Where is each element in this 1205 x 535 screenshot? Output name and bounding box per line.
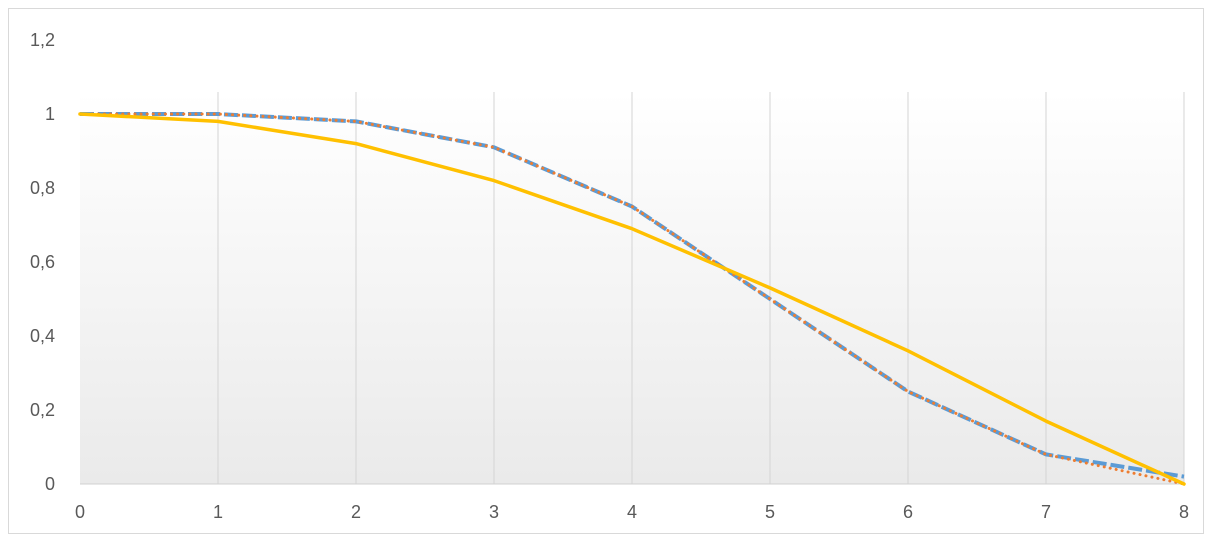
x-tick-label: 4	[627, 502, 637, 522]
x-tick-label: 0	[75, 502, 85, 522]
y-tick-label: 0,4	[30, 326, 55, 346]
y-tick-label: 1	[45, 104, 55, 124]
x-tick-label: 1	[213, 502, 223, 522]
series-line-2	[78, 112, 1186, 486]
y-tick-label: 0,6	[30, 252, 55, 272]
x-tick-label: 7	[1041, 502, 1051, 522]
y-tick-label: 0,2	[30, 400, 55, 420]
series-layer	[78, 112, 1186, 486]
series-line-3	[78, 112, 1186, 486]
y-axis-ticks: 0 0,2 0,4 0,6 0,8 1 1,2	[30, 30, 55, 494]
x-tick-label: 3	[489, 502, 499, 522]
x-axis-ticks: 0 1 2 3 4 5 6 7 8	[75, 502, 1189, 522]
x-tick-label: 5	[765, 502, 775, 522]
x-tick-label: 2	[351, 502, 361, 522]
y-tick-label: 1,2	[30, 30, 55, 50]
x-tick-label: 8	[1179, 502, 1189, 522]
y-tick-label: 0,8	[30, 178, 55, 198]
gridlines	[80, 92, 1185, 485]
x-tick-label: 6	[903, 502, 913, 522]
y-tick-label: 0	[45, 474, 55, 494]
